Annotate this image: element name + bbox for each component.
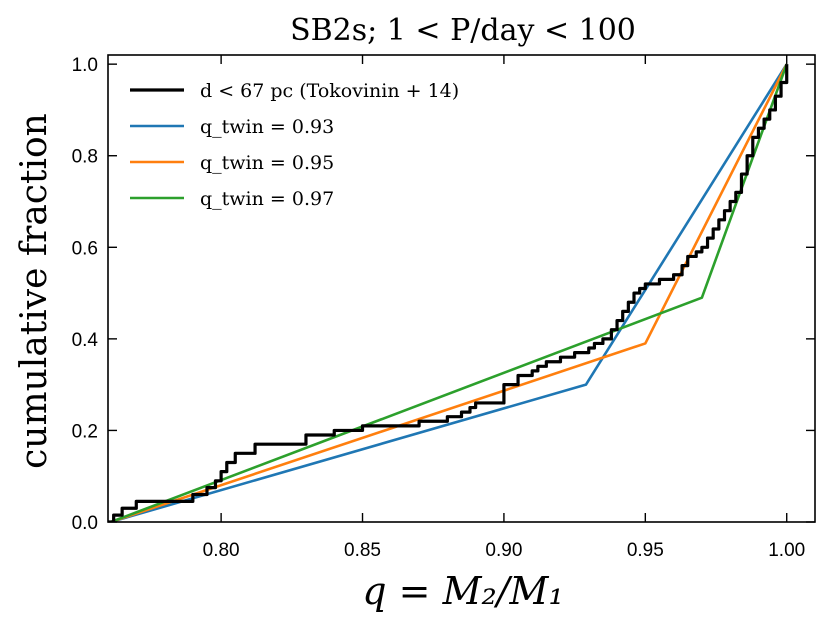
x-tick-label: 0.90 [485, 540, 522, 561]
series-group [108, 63, 789, 522]
legend-entry: d < 67 pc (Tokovinin + 14) [200, 80, 459, 102]
axes-frame [107, 54, 816, 523]
y-tick-label: 1.0 [72, 55, 98, 76]
plot-area [107, 54, 816, 523]
y-tick-label: 0.8 [72, 147, 98, 168]
legend-entry: q_twin = 0.93 [200, 116, 334, 138]
legend-entry: q_twin = 0.97 [200, 188, 334, 210]
axis-ticks: 0.80 0.85 0.90 0.95 1.00 0.0 0.2 0.4 0.6 0.8 1.0 [72, 55, 815, 561]
x-tick-label: 0.80 [203, 540, 240, 561]
x-tick-label: 0.95 [627, 540, 664, 561]
legend-entry: q_twin = 0.95 [200, 152, 334, 174]
chart-title: SB2s; 1 < P/day < 100 [290, 13, 636, 48]
y-axis-label: cumulative fraction [14, 113, 55, 469]
y-tick-label: 0.2 [72, 421, 98, 442]
x-tick-label: 0.85 [344, 540, 381, 561]
y-tick-label: 0.4 [72, 330, 99, 351]
y-tick-label: 0.6 [72, 238, 98, 259]
x-axis-label: q = M₂/M₁ [362, 569, 563, 613]
series-line-q-twin-0-97 [110, 63, 788, 522]
series-line-q-twin-0-95 [110, 63, 788, 522]
y-tick-label: 0.0 [72, 513, 98, 534]
series-line-q-twin-0-93 [110, 63, 788, 522]
series-line-d-67-pc-tokovinin-14 [108, 64, 789, 522]
legend: d < 67 pc (Tokovinin + 14) q_twin = 0.93 q… [130, 80, 459, 210]
x-tick-label: 1.00 [768, 540, 805, 561]
